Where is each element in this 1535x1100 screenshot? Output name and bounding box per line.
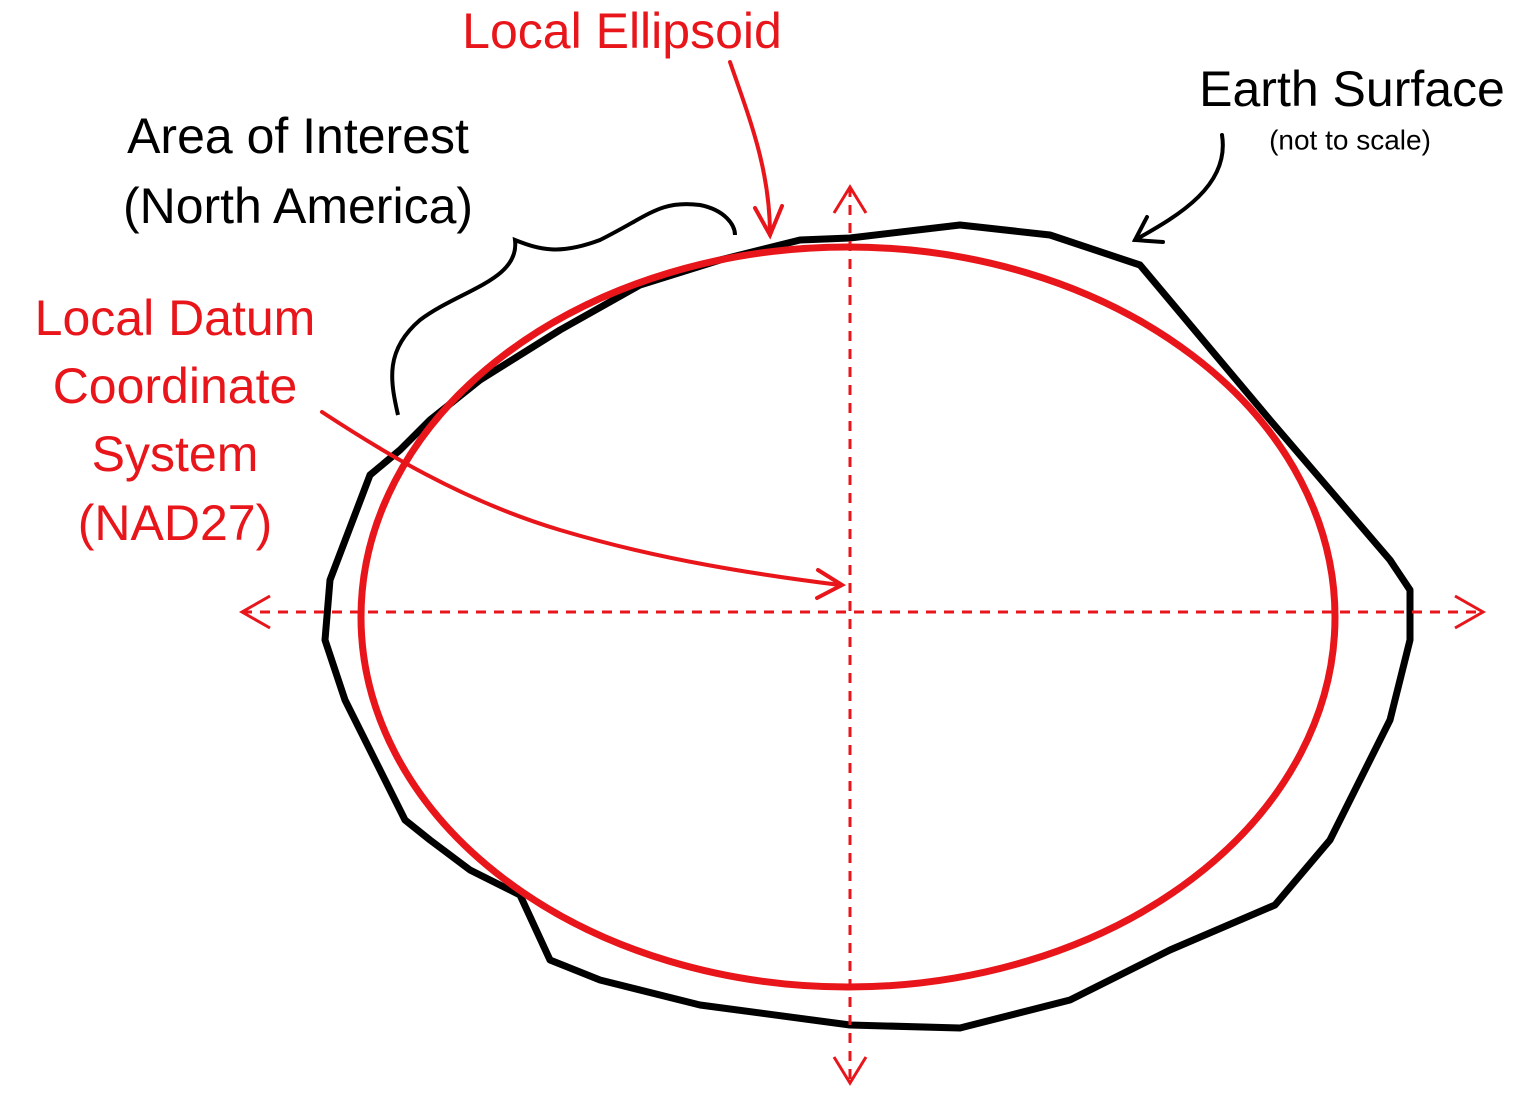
datum-label: Coordinate [53,358,298,414]
axes [238,184,1487,1086]
ellipsoid-label: Local Ellipsoid [462,3,782,59]
area-label: (North America) [123,178,473,234]
earth-label: Earth Surface [1199,61,1505,117]
datum-label: (NAD27) [78,495,272,551]
pointer-arrows [320,60,1225,600]
datum-label: System [92,426,259,482]
local-ellipsoid [357,243,1339,991]
earth-surface [321,221,1414,1032]
area-brace [390,202,737,416]
earth-note: (not to scale) [1269,124,1431,155]
area-label: Area of Interest [127,108,469,164]
datum-label: Local Datum [35,290,316,346]
